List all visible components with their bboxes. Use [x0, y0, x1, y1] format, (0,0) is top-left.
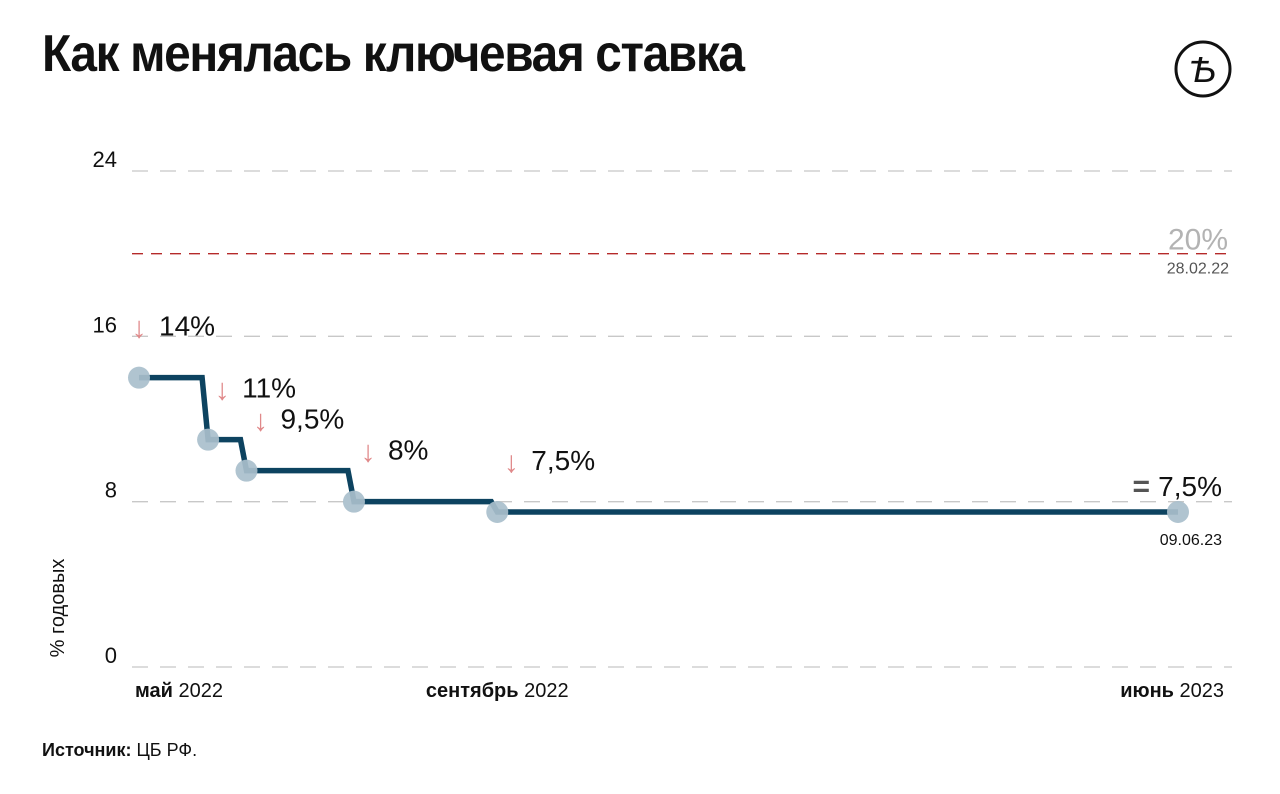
newspaper-logo-icon: Ѣ — [1174, 40, 1232, 98]
x-tick-labels: май 2022 сентябрь 2022 июнь 2023 — [135, 680, 1224, 702]
data-point — [128, 366, 150, 389]
reference-date-label: 28.02.22 — [1167, 261, 1229, 278]
data-label: 7,5% — [1158, 471, 1222, 502]
y-axis-label: % годовых — [47, 559, 69, 658]
data-label: 9,5% — [280, 404, 344, 435]
y-tick-labels: 0 8 16 24 — [93, 147, 117, 668]
x-tick-label: май 2022 — [135, 680, 223, 702]
source-label: Источник: — [42, 740, 132, 760]
data-points — [128, 366, 1189, 523]
data-labels: ↓ 14%↓ 11%↓ 9,5%↓ 8% ↓ 7,5%= 7,5%09.06.23 — [132, 311, 1223, 549]
down-arrow-icon: ↓ — [253, 405, 268, 438]
data-label: 7,5% — [531, 445, 595, 476]
y-tick-label: 0 — [105, 643, 117, 668]
data-point — [197, 428, 220, 451]
reference-line-group: 20% 28.02.22 — [132, 224, 1232, 278]
x-tick-label: сентябрь 2022 — [426, 680, 569, 702]
y-tick-label: 8 — [105, 478, 117, 503]
down-arrow-icon: ↓ — [360, 436, 375, 469]
down-arrow-icon: ↓ — [504, 446, 519, 479]
grid-lines — [132, 170, 1232, 668]
source-note: Источник: ЦБ РФ. — [42, 740, 197, 761]
page-title: Как менялась ключевая ставка — [42, 25, 745, 83]
y-tick-label: 24 — [93, 147, 117, 172]
y-tick-label: 16 — [93, 312, 117, 337]
data-point — [1167, 501, 1189, 523]
data-point — [342, 490, 365, 513]
data-point — [486, 501, 509, 523]
source-value: ЦБ РФ. — [131, 740, 198, 760]
down-arrow-icon: ↓ — [132, 312, 147, 345]
x-tick-label: июнь 2023 — [1120, 680, 1224, 702]
logo-glyph: Ѣ — [1189, 49, 1216, 90]
down-arrow-icon: ↓ — [215, 374, 230, 407]
data-label: 11% — [242, 373, 296, 404]
date-label: 09.06.23 — [1160, 532, 1222, 549]
reference-label: 20% — [1168, 224, 1228, 257]
series-line — [139, 374, 1178, 515]
data-label: 8% — [388, 435, 428, 466]
data-label: 14% — [159, 311, 215, 342]
data-point — [235, 459, 258, 482]
equals-icon: = — [1132, 470, 1150, 503]
